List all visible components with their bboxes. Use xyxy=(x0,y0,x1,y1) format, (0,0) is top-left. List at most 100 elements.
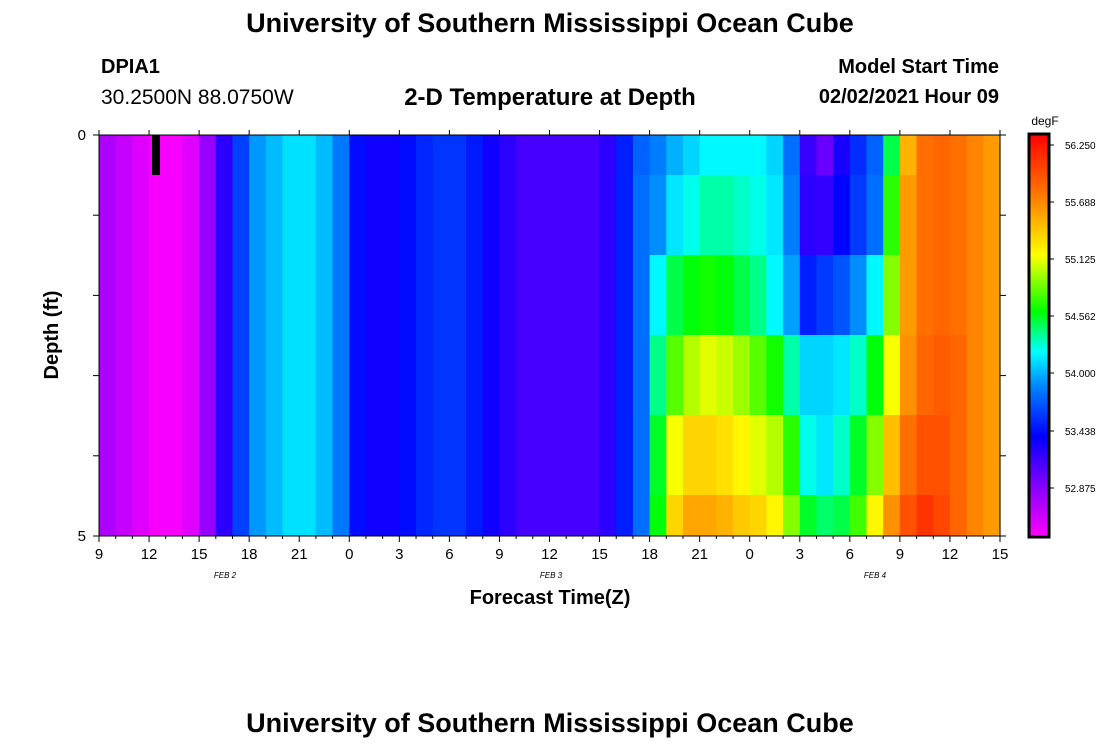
colorbar-ticks: 56.250 55.688 55.125 54.562 54.000 53.438 52.8… xyxy=(1049,141,1096,495)
heatmap-cell xyxy=(115,135,133,176)
heatmap-cell xyxy=(799,175,818,256)
heatmap-cell xyxy=(382,135,400,176)
colorbar xyxy=(1027,132,1051,539)
heatmap-cell xyxy=(566,135,584,176)
heatmap-cell xyxy=(282,135,300,176)
heatmap-cell xyxy=(616,495,634,537)
heatmap-cell xyxy=(315,495,334,537)
heatmap-cell xyxy=(783,175,801,256)
heatmap-cell xyxy=(883,335,901,416)
heatmap-cell xyxy=(916,135,934,176)
colorbar-unit: degF xyxy=(1031,114,1058,128)
heatmap-cell xyxy=(749,335,768,416)
heatmap-cell xyxy=(249,255,267,336)
heatmap-cell xyxy=(382,495,400,537)
heatmap-cell xyxy=(933,135,951,176)
x-tick-label: 21 xyxy=(291,546,308,563)
heatmap-cell xyxy=(983,415,1001,496)
heatmap-cell xyxy=(966,255,984,336)
heatmap-cell xyxy=(249,135,267,176)
heatmap-cell xyxy=(516,415,534,496)
heatmap-cell xyxy=(666,335,684,416)
x-tick-label: 6 xyxy=(445,546,453,563)
x-day-label: FEB 3 xyxy=(540,571,563,580)
heatmap-cell xyxy=(716,175,734,256)
heatmap-cell xyxy=(349,335,367,416)
heatmap-cell xyxy=(916,255,934,336)
x-tick-label: 12 xyxy=(541,546,558,563)
heatmap-cell xyxy=(966,335,984,416)
heatmap-cell xyxy=(165,495,184,537)
heatmap-cell xyxy=(315,175,334,256)
heatmap-cell xyxy=(349,175,367,256)
heatmap-cell xyxy=(933,175,951,256)
heatmap-cell xyxy=(232,415,250,496)
heatmap-cell xyxy=(265,335,284,416)
heatmap-cell xyxy=(899,135,918,176)
heatmap-cell xyxy=(516,255,534,336)
heatmap-cell xyxy=(215,415,234,496)
heatmap-cell xyxy=(983,135,1001,176)
heatmap-cell xyxy=(916,175,934,256)
heatmap-cell xyxy=(449,415,467,496)
y-tick-label: 0 xyxy=(78,127,86,144)
heatmap-cell xyxy=(582,175,601,256)
marker-bar xyxy=(152,135,160,175)
heatmap-cell xyxy=(399,415,417,496)
heatmap-cell xyxy=(766,135,784,176)
heatmap-cell xyxy=(149,175,167,256)
heatmap-cell xyxy=(599,135,617,176)
heatmap-cell xyxy=(899,175,918,256)
heatmap-cell xyxy=(466,335,484,416)
heatmap-cell xyxy=(132,255,150,336)
station-coordinates: 30.2500N 88.0750W xyxy=(101,86,294,109)
heatmap-cell xyxy=(733,135,751,176)
heatmap-cell xyxy=(949,135,968,176)
heatmap-cell xyxy=(599,255,617,336)
heatmap-cell xyxy=(966,135,984,176)
station-id: DPIA1 xyxy=(101,56,160,78)
heatmap-cell xyxy=(666,135,684,176)
heatmap-cell xyxy=(783,335,801,416)
heatmap-cell xyxy=(382,255,400,336)
heatmap-cell xyxy=(616,175,634,256)
heatmap-cell xyxy=(349,415,367,496)
x-day-label: FEB 2 xyxy=(214,571,237,580)
heatmap-cell xyxy=(99,255,117,336)
heatmap-cell xyxy=(799,135,818,176)
heatmap-cell xyxy=(215,495,234,537)
heatmap-cell xyxy=(432,175,450,256)
heatmap-cell xyxy=(466,415,484,496)
heatmap-cell xyxy=(215,135,234,176)
heatmap-cell xyxy=(616,255,634,336)
heatmap-cell xyxy=(582,415,601,496)
colorbar-tick-label: 55.688 xyxy=(1065,198,1096,209)
heatmap-cell xyxy=(99,415,117,496)
heatmap-cell xyxy=(466,135,484,176)
heatmap-cell xyxy=(682,335,701,416)
heatmap-cell xyxy=(582,335,601,416)
heatmap-cell xyxy=(682,135,701,176)
heatmap-cell xyxy=(532,495,551,537)
heatmap-cell xyxy=(816,255,834,336)
heatmap-cell xyxy=(199,135,217,176)
heatmap-cell xyxy=(582,255,601,336)
heatmap-cell xyxy=(399,335,417,416)
heatmap-cell xyxy=(649,495,667,537)
heatmap-cell xyxy=(649,175,667,256)
heatmap-cell xyxy=(365,335,384,416)
heatmap-cell xyxy=(866,175,884,256)
heatmap-cell xyxy=(132,335,150,416)
x-axis: 9 12 15 18 21 0 3 6 9 12 15 18 21 0 3 6 9 12 15 FEB 2 FEB 3 F… xyxy=(95,130,1008,580)
heatmap-cell xyxy=(716,135,734,176)
heatmap-cell xyxy=(783,415,801,496)
heatmap-cell xyxy=(866,255,884,336)
heatmap-cell xyxy=(632,255,651,336)
heatmap-cell xyxy=(666,255,684,336)
heatmap-cell xyxy=(449,175,467,256)
heatmap-cell xyxy=(365,135,384,176)
heatmap-cell xyxy=(365,175,384,256)
top-title: University of Southern Mississippi Ocean… xyxy=(246,8,854,38)
heatmap-cell xyxy=(883,495,901,537)
heatmap-cell xyxy=(199,495,217,537)
